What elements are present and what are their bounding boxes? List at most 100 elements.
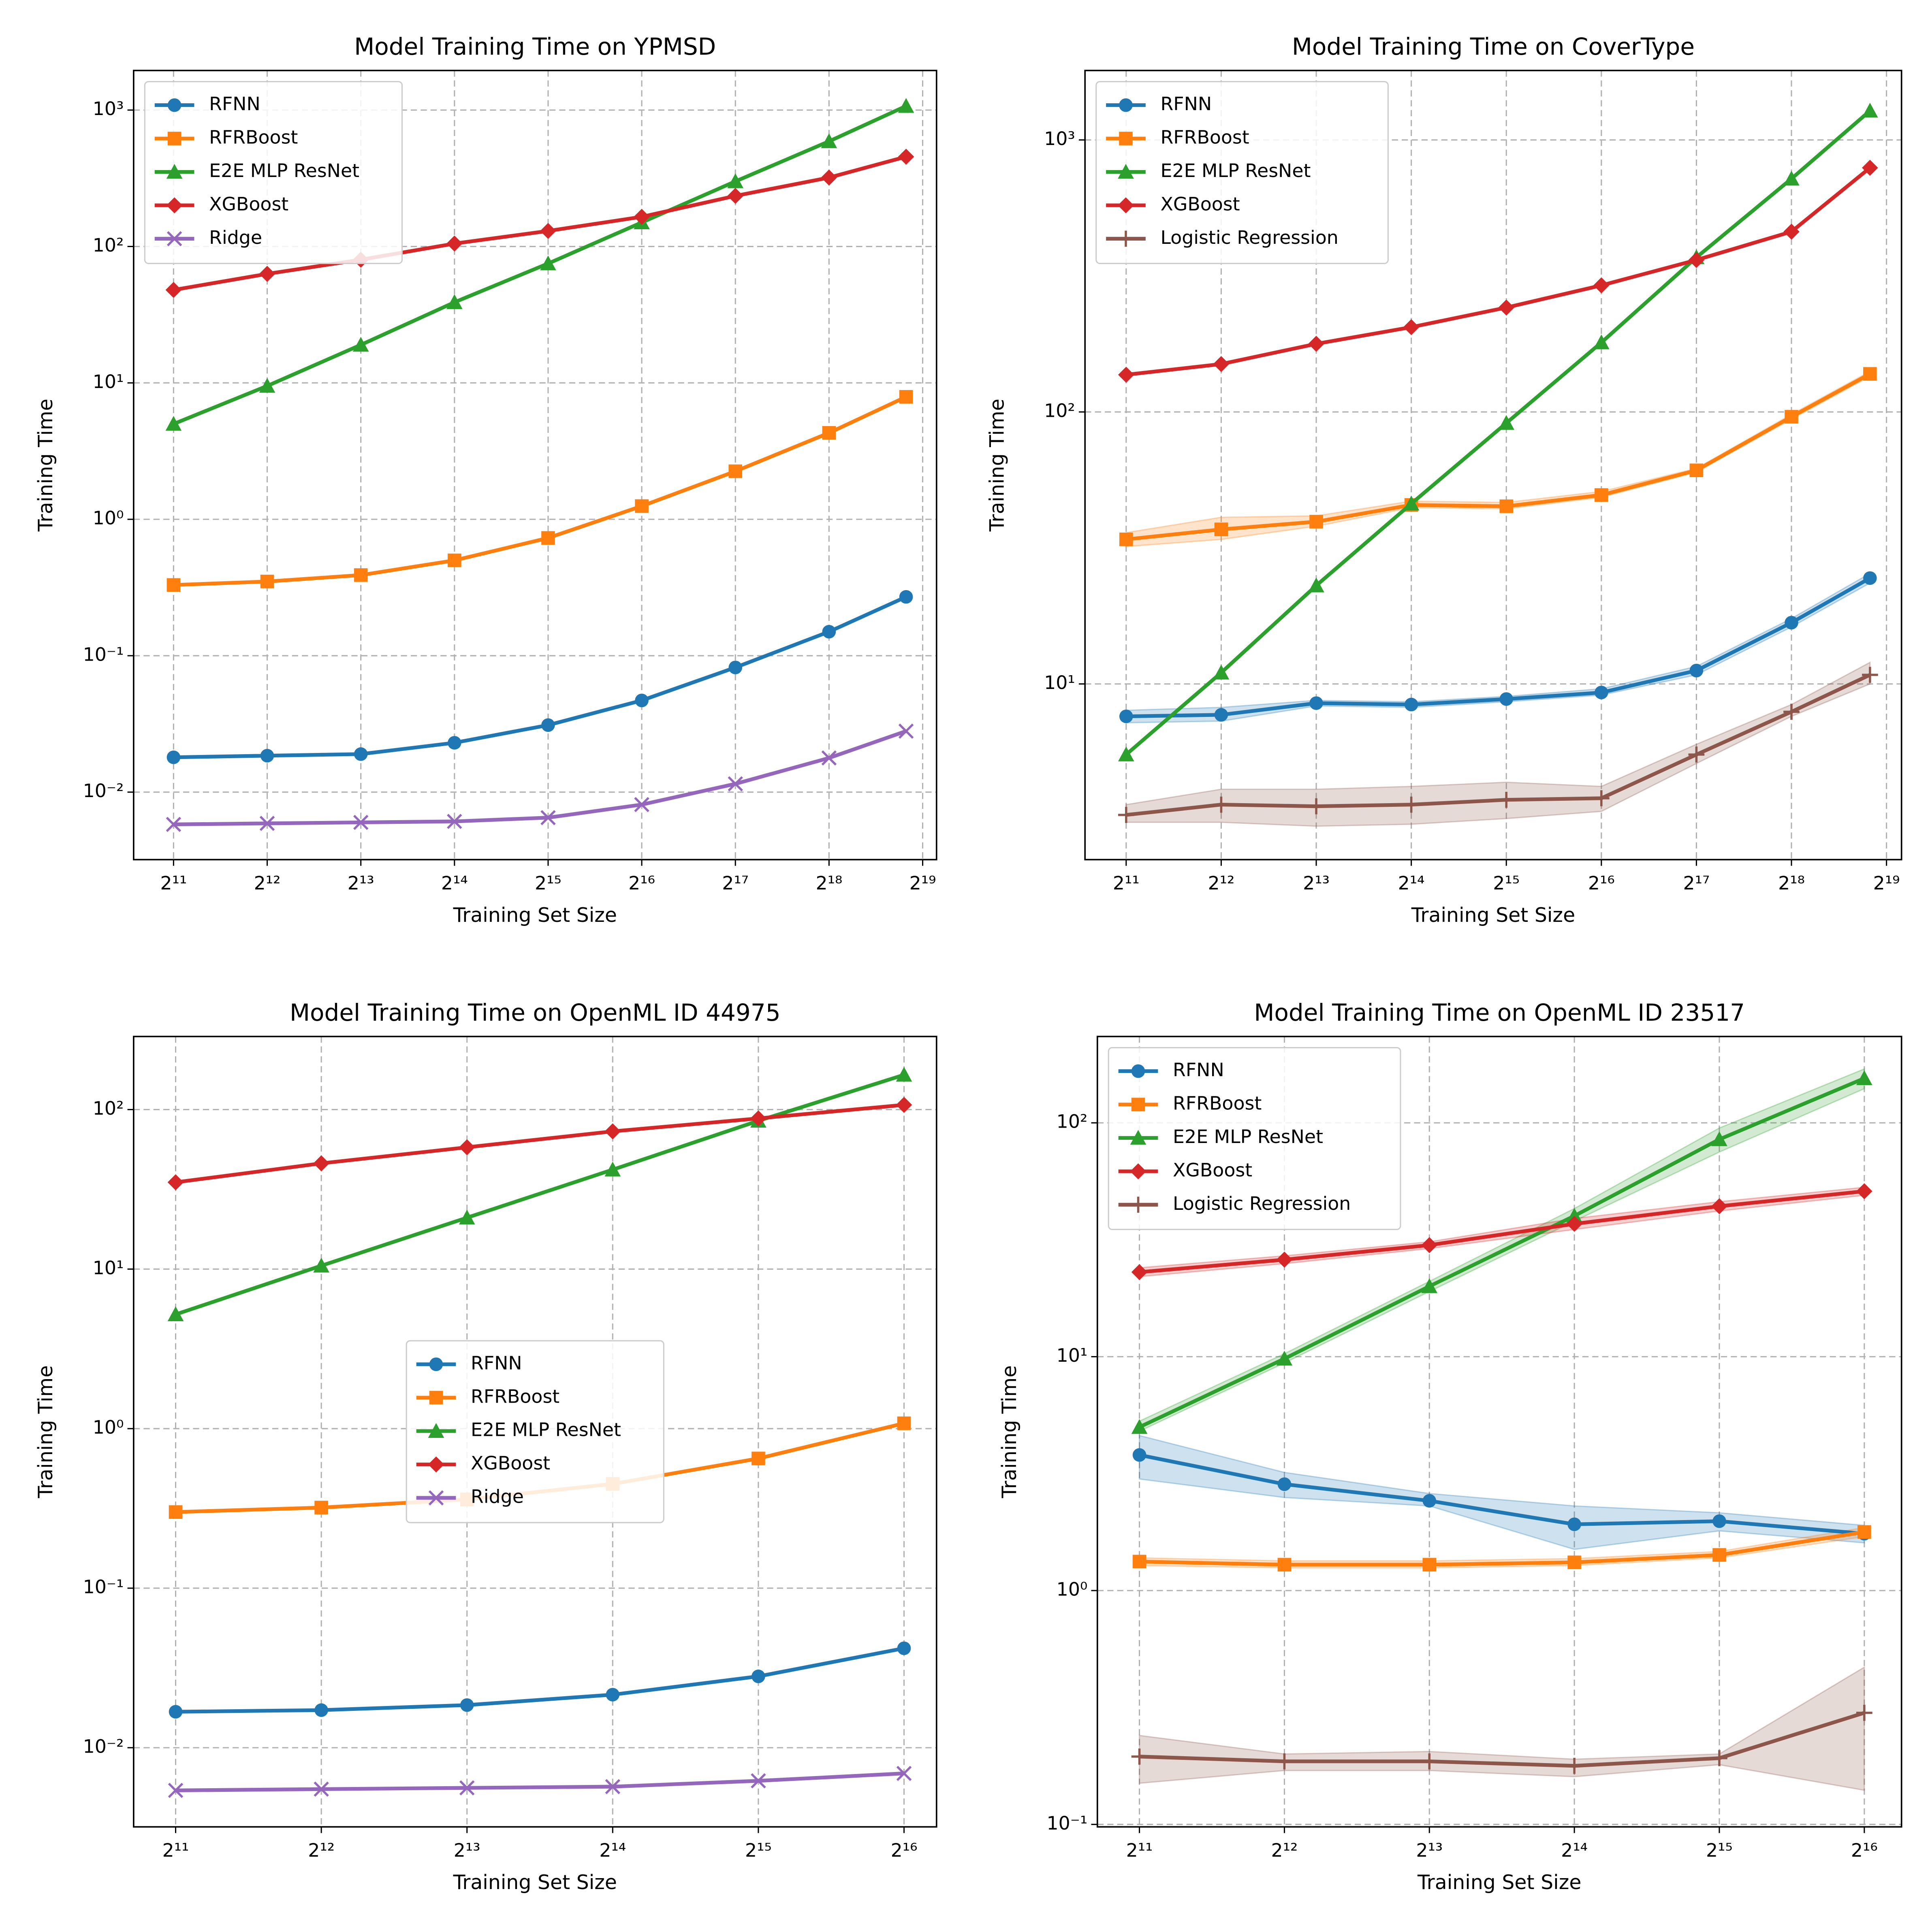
- marker: [898, 98, 914, 113]
- marker: [634, 797, 649, 812]
- marker: [898, 149, 914, 165]
- marker: [353, 815, 369, 830]
- series-line: [1139, 1189, 1865, 1274]
- marker: [1421, 1753, 1438, 1770]
- legend: RFNN RFRBoost E2E MLP ResNet XGBoost Ridge: [144, 81, 403, 264]
- marker: [1130, 1163, 1146, 1179]
- marker: [1309, 515, 1323, 529]
- marker: [1593, 790, 1610, 806]
- series-line: [1139, 1453, 1865, 1536]
- marker: [1566, 1757, 1582, 1774]
- marker: [896, 1766, 912, 1781]
- marker: [314, 1501, 328, 1514]
- x-tick-label: 2¹²: [1208, 872, 1234, 894]
- y-tick-label: 10⁰: [1057, 1578, 1088, 1600]
- marker: [447, 814, 462, 829]
- y-tick-label: 10⁻¹: [83, 1576, 124, 1598]
- marker: [1118, 746, 1134, 761]
- marker: [1404, 697, 1418, 712]
- marker: [821, 133, 837, 148]
- plot-area: [1131, 1068, 1872, 1791]
- marker: [167, 231, 182, 247]
- marker: [540, 810, 556, 825]
- marker: [167, 750, 181, 764]
- x-tick-label: 2¹⁴: [1398, 872, 1425, 894]
- y-tick-label: 10²: [93, 234, 124, 256]
- legend-label: E2E MLP ResNet: [1173, 1126, 1323, 1147]
- marker: [1118, 230, 1134, 247]
- marker: [1308, 798, 1324, 815]
- marker: [896, 1096, 912, 1113]
- x-tick-label: 2¹⁷: [722, 872, 749, 894]
- y-tick-label: 10³: [93, 98, 124, 119]
- legend-label: Logistic Regression: [1160, 226, 1338, 248]
- marker: [165, 416, 182, 431]
- marker: [1421, 1237, 1438, 1253]
- marker: [1119, 532, 1133, 546]
- y-tick-label: 10¹: [93, 371, 124, 392]
- legend-box: [1108, 1047, 1401, 1230]
- marker: [1863, 571, 1877, 585]
- x-tick-label: 2¹¹: [160, 872, 187, 894]
- marker: [1857, 1525, 1871, 1539]
- marker: [167, 132, 181, 145]
- x-tick-label: 2¹²: [308, 1839, 335, 1861]
- marker: [1595, 488, 1608, 502]
- confidence-band: [1125, 370, 1871, 548]
- marker: [1403, 495, 1420, 511]
- legend-label: RFNN: [1173, 1059, 1224, 1081]
- marker: [1595, 685, 1608, 699]
- marker: [1689, 663, 1704, 678]
- x-tick-label: 2¹³: [1303, 872, 1330, 894]
- marker: [168, 1783, 184, 1798]
- axes-frame: [133, 70, 937, 861]
- marker: [429, 1357, 443, 1371]
- marker: [1214, 708, 1228, 722]
- marker: [727, 173, 744, 188]
- marker: [1131, 1749, 1148, 1765]
- marker: [1567, 1517, 1581, 1531]
- marker: [1498, 791, 1515, 808]
- marker: [1131, 1098, 1145, 1111]
- legend-label: RFNN: [209, 93, 260, 115]
- marker: [822, 426, 836, 440]
- marker: [169, 1505, 183, 1519]
- x-tick-label: 2¹³: [348, 872, 374, 894]
- legend-label: XGBoost: [471, 1452, 550, 1474]
- series-line: [1138, 1077, 1865, 1429]
- legend-label: RFRBoost: [471, 1385, 559, 1407]
- x-tick-label: 2¹⁵: [1493, 872, 1520, 894]
- legend-label: Ridge: [471, 1486, 524, 1508]
- marker: [604, 1123, 621, 1140]
- marker: [314, 1781, 329, 1797]
- marker: [605, 1779, 621, 1794]
- marker: [313, 1258, 329, 1273]
- marker: [899, 390, 913, 404]
- marker: [821, 169, 837, 186]
- series-line: [175, 1073, 905, 1316]
- x-tick-label: 2¹⁶: [628, 872, 655, 894]
- marker: [446, 294, 463, 309]
- marker: [1566, 1215, 1582, 1232]
- x-tick-label: 2¹⁹: [1873, 872, 1900, 894]
- legend: RFNN RFRBoost E2E MLP ResNet XGBoost Ridge: [406, 1340, 664, 1523]
- marker: [1132, 1555, 1146, 1569]
- marker: [1499, 499, 1514, 513]
- marker: [752, 1670, 765, 1683]
- marker: [446, 235, 463, 252]
- y-tick-label: 10²: [1057, 1111, 1088, 1132]
- legend-label: E2E MLP ResNet: [471, 1419, 621, 1441]
- marker: [1856, 1183, 1872, 1199]
- marker: [896, 1066, 912, 1082]
- marker: [354, 747, 368, 761]
- marker: [1308, 577, 1324, 593]
- legend-label: E2E MLP ResNet: [209, 160, 359, 181]
- legend-box: [1095, 81, 1389, 264]
- marker: [727, 188, 744, 204]
- legend-label: Logistic Regression: [1173, 1192, 1351, 1214]
- x-tick-label: 2¹¹: [1113, 872, 1140, 894]
- marker: [1277, 1558, 1292, 1572]
- marker: [750, 1110, 766, 1127]
- marker: [166, 164, 183, 179]
- marker: [541, 531, 555, 545]
